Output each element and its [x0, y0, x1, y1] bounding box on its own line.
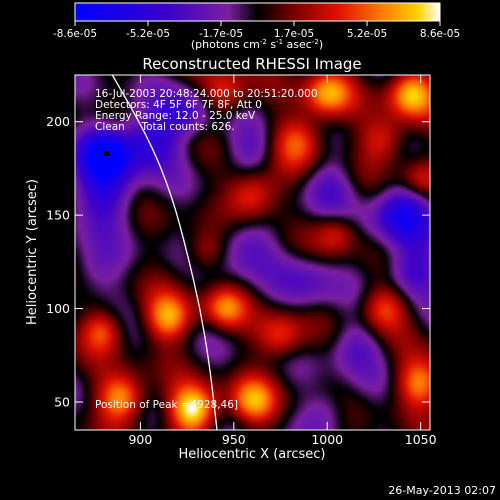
x-tick-label: 1000: [311, 432, 343, 447]
y-axis-label: Heliocentric Y (arcsec): [25, 179, 40, 325]
annotation-energy: Energy Range: 12.0 - 25.0 keV: [95, 110, 256, 122]
solar-limb-curve: [111, 75, 218, 430]
y-axis: 50 100 150 200: [46, 114, 430, 409]
colorbar-tick-label: -8.6e-05: [53, 28, 97, 40]
annotation-peak: Position of Peak = [928,46]: [95, 399, 238, 411]
colorbar-ticks: -8.6e-05 -5.2e-05 -1.7e-05 1.7e-05 5.2e-05 8.…: [53, 21, 460, 40]
colorbar-tick-label: 8.6e-05: [420, 28, 460, 40]
colorbar-unit-label: (photons cm-2 s-1 asec-2): [191, 38, 323, 51]
y-tick-label: 150: [46, 208, 70, 223]
annotation-clean: Clean Total counts: 626.: [95, 121, 235, 133]
x-tick-label: 950: [222, 432, 246, 447]
plot-area: [75, 75, 430, 430]
heatmap-image: [75, 75, 430, 430]
plot-frame: [74, 74, 431, 431]
annotation-detectors: Detectors: 4F 5F 6F 7F 8F, Att 0: [95, 99, 262, 111]
colorbar-gradient: [74, 2, 441, 22]
colorbar-tick-label: 5.2e-05: [347, 28, 387, 40]
x-tick-label: 900: [128, 432, 152, 447]
colorbar-tick-label: 1.7e-05: [274, 28, 314, 40]
x-tick-label: 1050: [405, 432, 437, 447]
colorbar: -8.6e-05 -5.2e-05 -1.7e-05 1.7e-05 5.2e-05 8.…: [53, 2, 460, 51]
colorbar-tick-label: -5.2e-05: [126, 28, 170, 40]
annotation-block: 16-Jul-2003 20:48:24.000 to 20:51:20.000…: [95, 88, 318, 411]
colorbar-tick-label: -1.7e-05: [199, 28, 243, 40]
x-axis-label: Heliocentric X (arcsec): [179, 447, 326, 462]
chart-title: Reconstructed RHESSI Image: [142, 55, 361, 73]
minimum-marker: [104, 150, 110, 156]
footer-timestamp: 26-May-2013 02:07: [388, 484, 496, 497]
y-tick-label: 50: [54, 394, 70, 409]
y-tick-label: 100: [46, 301, 70, 316]
x-axis: 900 950 1000 1050: [128, 75, 437, 447]
y-tick-label: 200: [46, 114, 70, 129]
annotation-time: 16-Jul-2003 20:48:24.000 to 20:51:20.000: [95, 88, 318, 100]
